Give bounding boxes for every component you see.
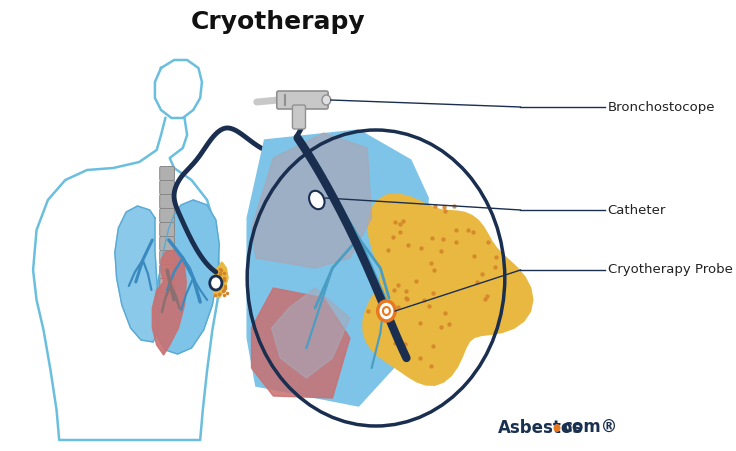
Circle shape bbox=[322, 95, 330, 105]
Circle shape bbox=[553, 424, 561, 432]
Ellipse shape bbox=[309, 191, 325, 209]
FancyBboxPatch shape bbox=[160, 208, 174, 222]
Polygon shape bbox=[363, 194, 533, 385]
Polygon shape bbox=[252, 133, 372, 268]
Polygon shape bbox=[152, 250, 186, 355]
FancyBboxPatch shape bbox=[160, 222, 174, 236]
Polygon shape bbox=[115, 206, 158, 342]
FancyBboxPatch shape bbox=[160, 250, 174, 264]
Text: Cryotherapy: Cryotherapy bbox=[191, 10, 366, 34]
FancyBboxPatch shape bbox=[160, 279, 174, 293]
Polygon shape bbox=[252, 288, 350, 398]
Text: Catheter: Catheter bbox=[607, 203, 666, 216]
Text: Cryotherapy Probe: Cryotherapy Probe bbox=[607, 263, 732, 276]
FancyBboxPatch shape bbox=[160, 236, 174, 250]
FancyBboxPatch shape bbox=[160, 264, 174, 279]
Polygon shape bbox=[155, 200, 219, 354]
Circle shape bbox=[247, 130, 505, 426]
Polygon shape bbox=[272, 288, 350, 378]
FancyBboxPatch shape bbox=[160, 194, 174, 208]
FancyBboxPatch shape bbox=[160, 180, 174, 194]
Circle shape bbox=[378, 301, 395, 321]
FancyBboxPatch shape bbox=[277, 91, 328, 109]
Text: Bronchostocope: Bronchostocope bbox=[607, 101, 715, 114]
FancyBboxPatch shape bbox=[292, 105, 305, 129]
Polygon shape bbox=[247, 130, 428, 406]
Polygon shape bbox=[213, 262, 228, 298]
Text: Asbestos: Asbestos bbox=[498, 419, 583, 437]
Circle shape bbox=[210, 276, 222, 290]
Text: com®: com® bbox=[562, 419, 618, 437]
FancyBboxPatch shape bbox=[160, 166, 174, 180]
